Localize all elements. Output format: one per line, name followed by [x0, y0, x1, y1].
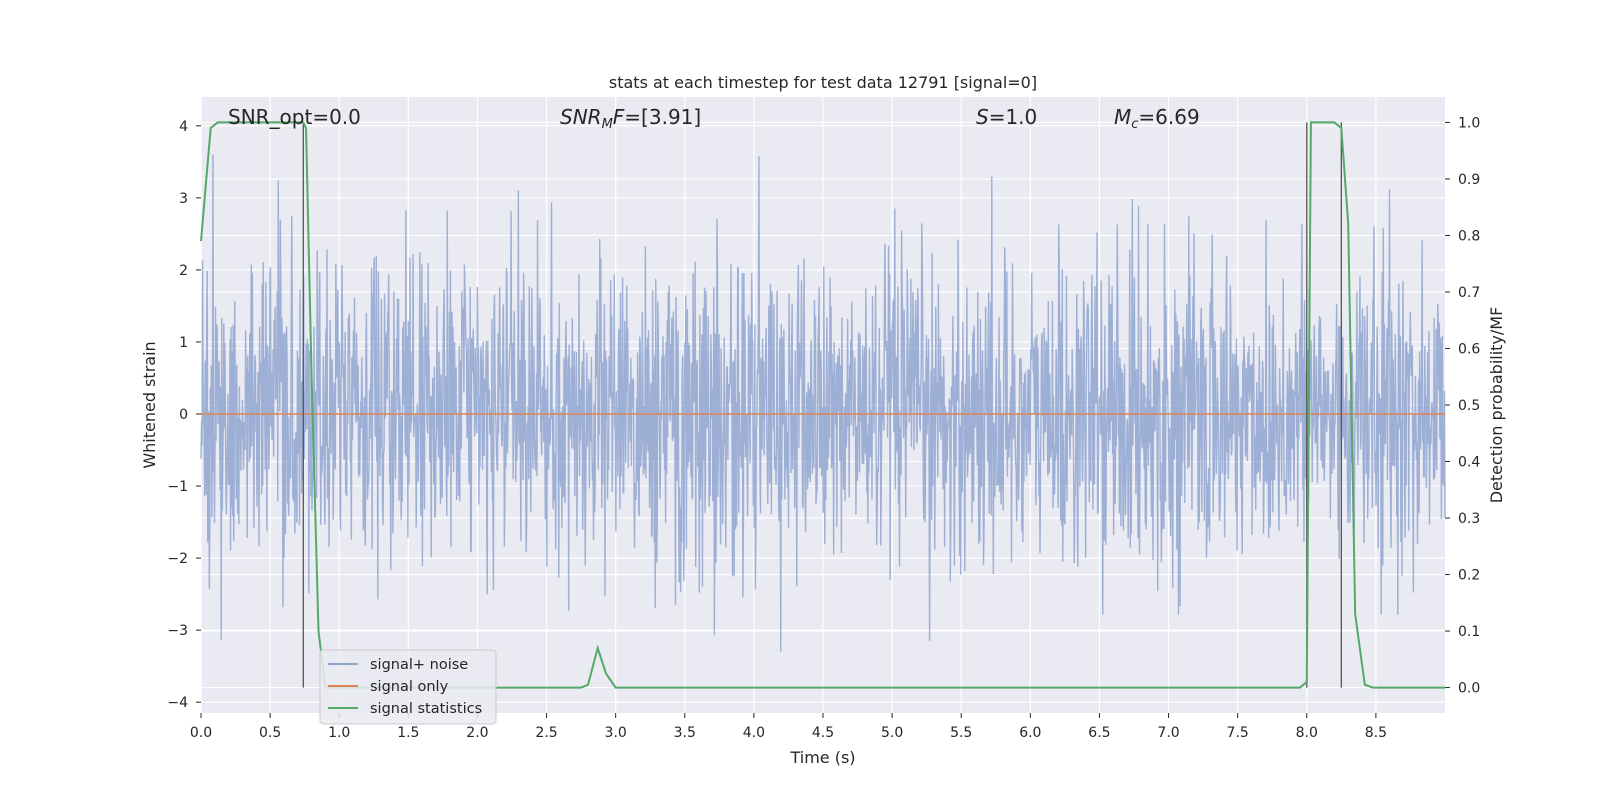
x-tick-label: 7.5 — [1227, 725, 1249, 741]
x-tick-label: 5.5 — [950, 725, 972, 741]
y-tick-label-left: 0 — [179, 407, 188, 423]
y-tick-label-right: 0.9 — [1458, 172, 1480, 188]
y-tick-label-right: 0.3 — [1458, 511, 1480, 527]
series-line-signal-statistics — [200, 121, 1445, 689]
y-tick-label-right: 0.8 — [1458, 228, 1480, 244]
y-ticks-right: 1.0 0.9 0.8 0.7 0.6 0.5 0.4 0.3 0.2 0.1 0.0 — [1445, 115, 1480, 697]
y-axis-label-right: Detection probability/MF — [1487, 307, 1506, 504]
y-tick-label-right: 0.5 — [1458, 398, 1480, 414]
y-tick-label-left: −1 — [167, 479, 188, 495]
y-tick-label-right: 0.0 — [1458, 681, 1480, 697]
annotation-snr-opt: SNR_opt=0.0 — [228, 105, 361, 129]
y-tick-label-left: 2 — [179, 263, 188, 279]
y-tick-label-left: 3 — [179, 191, 188, 207]
y-tick-label-left: −4 — [167, 695, 188, 711]
y-tick-label-right: 0.6 — [1458, 341, 1480, 357]
x-tick-label: 2.0 — [466, 725, 488, 741]
x-tick-label: 5.0 — [881, 725, 903, 741]
y-tick-label-right: 0.1 — [1458, 624, 1480, 640]
annotation-mc: Mc=6.69 — [1114, 105, 1200, 132]
legend-label-signal-statistics: signal statistics — [370, 701, 482, 717]
series-signal-statistics — [200, 121, 1445, 689]
chart-title: stats at each timestep for test data 127… — [609, 73, 1037, 92]
y-axis-label-left: Whitened strain — [140, 341, 159, 468]
x-tick-label: 6.5 — [1088, 725, 1110, 741]
x-tick-label: 1.0 — [328, 725, 350, 741]
x-axis-label: Time (s) — [789, 748, 855, 767]
series-line-signal-noise — [200, 154, 1446, 652]
series-signal-noise — [200, 154, 1446, 652]
y-tick-label-right: 0.2 — [1458, 568, 1480, 584]
x-tick-label: 2.5 — [535, 725, 557, 741]
x-tick-label: 0.5 — [259, 725, 281, 741]
x-tick-label: 8.0 — [1296, 725, 1318, 741]
x-tick-label: 7.0 — [1157, 725, 1179, 741]
x-tick-label: 3.5 — [674, 725, 696, 741]
annotation-snr-mf: SNRMF=[3.91] — [560, 105, 701, 132]
legend: signal+ noise signal only signal statist… — [319, 649, 497, 725]
legend-box — [319, 649, 497, 725]
x-tick-label: 4.5 — [812, 725, 834, 741]
y-tick-label-left: −3 — [167, 623, 188, 639]
x-tick-label: 6.0 — [1019, 725, 1041, 741]
x-ticks: 0.0 0.5 1.0 1.5 2.0 2.5 3.0 3.5 4.0 4.5 5.0 5.5 6.0 6… — [190, 713, 1387, 741]
legend-label-signal-only: signal only — [370, 679, 449, 695]
x-tick-label: 3.0 — [605, 725, 627, 741]
x-tick-label: 1.5 — [397, 725, 419, 741]
y-tick-label-left: 1 — [179, 335, 188, 351]
x-tick-label: 0.0 — [190, 725, 212, 741]
y-tick-label-right: 1.0 — [1458, 115, 1480, 131]
y-tick-label-left: 4 — [179, 119, 188, 135]
annotation-s: S=1.0 — [976, 105, 1037, 129]
y-ticks-left: 4 3 2 1 0 −1 −2 −3 −4 — [167, 119, 201, 711]
legend-label-signal-noise: signal+ noise — [370, 657, 468, 673]
x-tick-label: 4.0 — [743, 725, 765, 741]
x-tick-label: 8.5 — [1365, 725, 1387, 741]
y-tick-label-left: −2 — [167, 551, 188, 567]
y-tick-label-right: 0.7 — [1458, 285, 1480, 301]
y-tick-label-right: 0.4 — [1458, 455, 1480, 471]
